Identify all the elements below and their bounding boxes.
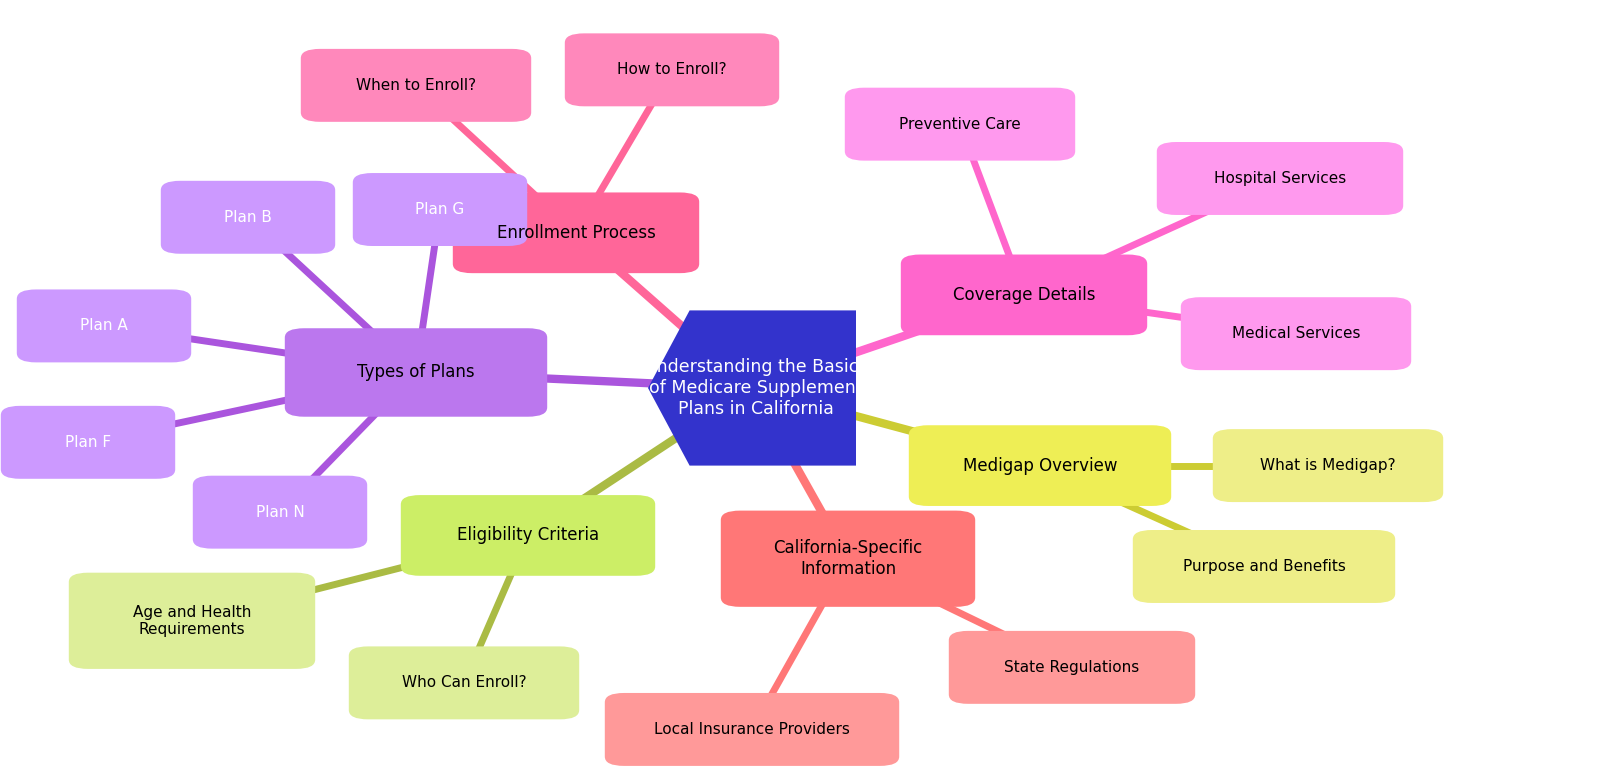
Text: Plan G: Plan G [416,202,464,217]
Text: How to Enroll?: How to Enroll? [618,62,726,78]
Text: Enrollment Process: Enrollment Process [496,223,656,242]
Text: Eligibility Criteria: Eligibility Criteria [458,526,598,545]
Text: Understanding the Basics
of Medicare Supplement
Plans in California: Understanding the Basics of Medicare Sup… [645,359,867,417]
FancyBboxPatch shape [565,33,779,106]
FancyBboxPatch shape [1133,530,1395,603]
FancyBboxPatch shape [16,289,192,362]
FancyBboxPatch shape [301,49,531,122]
FancyBboxPatch shape [352,173,528,246]
FancyBboxPatch shape [901,255,1147,335]
Text: Types of Plans: Types of Plans [357,363,475,382]
FancyBboxPatch shape [285,328,547,417]
FancyBboxPatch shape [69,573,315,669]
Polygon shape [648,310,856,466]
FancyBboxPatch shape [453,192,699,273]
Text: Medigap Overview: Medigap Overview [963,456,1117,475]
Text: When to Enroll?: When to Enroll? [355,78,477,93]
Text: What is Medigap?: What is Medigap? [1261,458,1395,473]
Text: Hospital Services: Hospital Services [1214,171,1346,186]
Text: Age and Health
Requirements: Age and Health Requirements [133,605,251,637]
FancyBboxPatch shape [349,646,579,719]
FancyBboxPatch shape [1157,142,1403,215]
Text: Plan A: Plan A [80,318,128,334]
Text: Plan B: Plan B [224,210,272,225]
Text: Purpose and Benefits: Purpose and Benefits [1182,559,1346,574]
Text: Plan N: Plan N [256,504,304,520]
FancyBboxPatch shape [949,631,1195,704]
FancyBboxPatch shape [605,693,899,766]
FancyBboxPatch shape [845,88,1075,161]
Text: California-Specific
Information: California-Specific Information [773,539,923,578]
FancyBboxPatch shape [722,511,976,607]
Text: Coverage Details: Coverage Details [952,286,1096,304]
FancyBboxPatch shape [0,406,176,479]
Text: Preventive Care: Preventive Care [899,116,1021,132]
FancyBboxPatch shape [1213,429,1443,502]
Text: Medical Services: Medical Services [1232,326,1360,341]
Text: State Regulations: State Regulations [1005,660,1139,675]
FancyBboxPatch shape [400,495,656,576]
FancyBboxPatch shape [192,476,368,549]
FancyBboxPatch shape [160,181,336,254]
Text: Who Can Enroll?: Who Can Enroll? [402,675,526,691]
Text: Local Insurance Providers: Local Insurance Providers [654,722,850,737]
FancyBboxPatch shape [1181,297,1411,370]
FancyBboxPatch shape [909,425,1171,506]
Text: Plan F: Plan F [66,435,110,450]
